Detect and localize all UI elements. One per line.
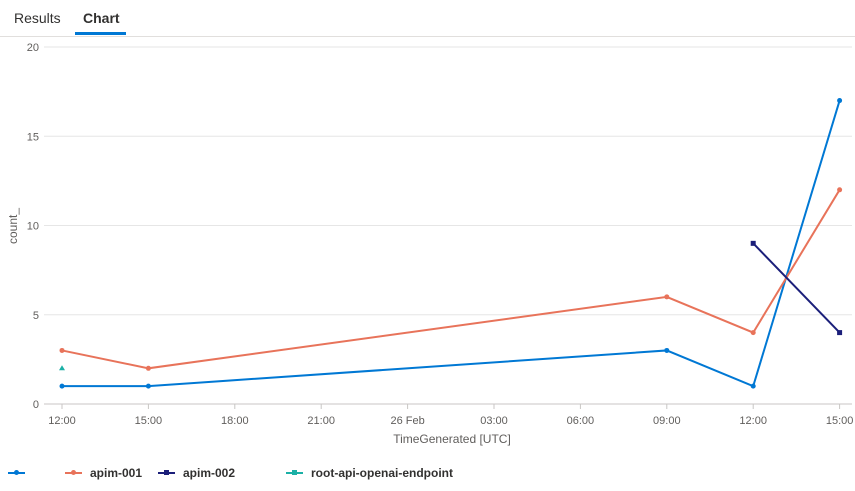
legend-item[interactable]: apim-001	[65, 463, 142, 483]
legend-marker	[164, 470, 169, 475]
line-chart: 0 5 10 15 20 12:00 15:00 18:00 21:00 26 Feb 03:00…	[6, 42, 853, 446]
data-point[interactable]	[837, 98, 843, 104]
data-point[interactable]	[59, 347, 65, 353]
legend-swatch	[286, 470, 303, 475]
data-point[interactable]	[59, 365, 65, 371]
legend-marker	[14, 470, 19, 475]
legend-label: root-api-openai-endpoint	[311, 466, 453, 480]
series-line	[61, 189, 841, 370]
gridlines	[44, 46, 852, 405]
y-axis-ticks: 0 5 10 15 20	[27, 42, 39, 411]
data-point[interactable]	[145, 365, 151, 371]
x-tick-label: 06:00	[567, 415, 595, 427]
x-tick-label: 26 Feb	[390, 415, 424, 427]
x-tick-label: 15:00	[826, 415, 854, 427]
series-unnamed[interactable]	[59, 98, 843, 389]
series-line	[752, 242, 841, 334]
active-tab-indicator	[75, 32, 126, 35]
data-point[interactable]	[664, 347, 670, 353]
tab-results[interactable]: Results	[14, 10, 61, 26]
x-tick-label: 15:00	[135, 415, 163, 427]
series-root-api-openai-endpoint[interactable]	[59, 365, 65, 371]
data-point[interactable]	[837, 330, 843, 336]
x-axis-title: TimeGenerated [UTC]	[393, 432, 511, 446]
legend-item[interactable]: root-api-openai-endpoint	[286, 463, 453, 483]
y-tick-label: 10	[27, 221, 39, 233]
y-axis-title: count_	[6, 208, 20, 244]
data-point[interactable]	[145, 383, 151, 389]
x-tick-label: 21:00	[307, 415, 335, 427]
legend-label: apim-002	[183, 466, 236, 480]
legend-swatch	[8, 470, 25, 475]
legend-marker	[71, 470, 76, 475]
data-point[interactable]	[59, 383, 65, 389]
x-tick-label: 12:00	[739, 415, 767, 427]
data-point[interactable]	[750, 330, 756, 336]
legend-marker	[292, 470, 297, 475]
y-tick-label: 5	[33, 310, 39, 322]
x-tick-label: 03:00	[480, 415, 508, 427]
series-apim-002[interactable]	[750, 240, 843, 336]
x-tick-label: 18:00	[221, 415, 249, 427]
series-apim-001[interactable]	[59, 187, 843, 371]
data-point[interactable]	[750, 383, 756, 389]
x-axis-ticks: 12:00 15:00 18:00 21:00 26 Feb 03:00 06:00 09:0…	[48, 404, 853, 427]
data-point[interactable]	[837, 187, 843, 193]
chart-legend: apim-001 apim-002 root-api-openai-endpoint	[0, 463, 855, 485]
legend-label: apim-001	[90, 466, 143, 480]
data-point[interactable]	[750, 240, 756, 246]
series-lines	[59, 98, 843, 389]
legend-swatch	[65, 470, 82, 475]
legend-swatch	[158, 470, 175, 475]
x-tick-label: 09:00	[653, 415, 681, 427]
series-line	[62, 100, 841, 388]
y-tick-label: 0	[33, 399, 39, 411]
tab-chart[interactable]: Chart	[83, 10, 120, 26]
legend-item[interactable]: apim-002	[158, 463, 235, 483]
x-tick-label: 12:00	[48, 415, 76, 427]
y-tick-label: 15	[27, 131, 39, 143]
y-tick-label: 20	[27, 42, 39, 54]
data-point[interactable]	[664, 294, 670, 300]
tab-bar: Results Chart	[0, 0, 855, 37]
legend-item[interactable]	[8, 463, 33, 483]
